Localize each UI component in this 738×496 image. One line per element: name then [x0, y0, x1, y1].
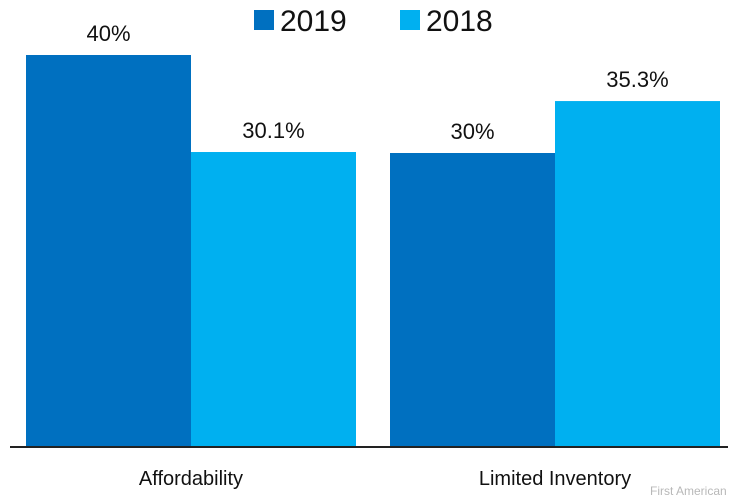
chart-legend: 2019 2018 — [254, 5, 493, 38]
value-label-limited-inventory-2018: 35.3% — [606, 67, 668, 92]
category-label-limited-inventory: Limited Inventory — [479, 468, 631, 490]
bars-group — [26, 55, 720, 447]
legend-label-2019: 2019 — [280, 5, 347, 38]
value-label-affordability-2018: 30.1% — [242, 118, 304, 143]
legend-swatch-2018 — [400, 10, 420, 30]
value-labels-group: 40% 30.1% 30% 35.3% — [86, 21, 668, 144]
bar-affordability-2018 — [191, 152, 356, 447]
bar-limited-inventory-2019 — [390, 153, 555, 447]
legend-label-2018: 2018 — [426, 5, 493, 38]
category-labels-group: Affordability Limited Inventory — [139, 468, 631, 490]
value-label-affordability-2019: 40% — [86, 21, 130, 46]
bar-affordability-2019 — [26, 55, 191, 447]
category-label-affordability: Affordability — [139, 468, 243, 490]
bar-limited-inventory-2018 — [555, 101, 720, 447]
source-note: First American — [650, 484, 727, 496]
legend-swatch-2019 — [254, 10, 274, 30]
value-label-limited-inventory-2019: 30% — [450, 119, 494, 144]
